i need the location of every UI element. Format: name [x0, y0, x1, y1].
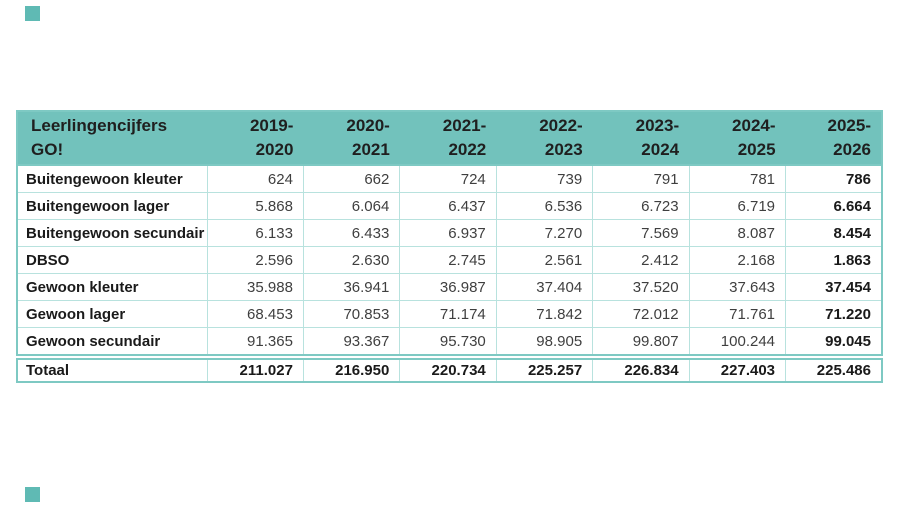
table-title: Leerlingencijfers GO!	[17, 111, 207, 166]
table-row-buitengewoon-lager: Buitengewoon lager 5.868 6.064 6.437 6.5…	[16, 192, 883, 220]
table-cell: 71.220	[785, 300, 883, 328]
table-cell: 100.244	[688, 327, 787, 358]
table-row-dbso: DBSO 2.596 2.630 2.745 2.561 2.412 2.168…	[16, 246, 883, 274]
table-cell: 6.064	[302, 192, 401, 220]
table-cell: 37.520	[592, 273, 690, 301]
table-cell: 36.987	[399, 273, 497, 301]
table-cell: 7.569	[592, 219, 690, 247]
table-cell: 6.723	[592, 192, 690, 220]
total-cell: 226.834	[592, 354, 690, 383]
row-label: Buitengewoon kleuter	[16, 164, 208, 193]
column-header-2023-2024: 2023- 2024	[592, 111, 690, 166]
table-cell: 37.643	[688, 273, 787, 301]
row-label: Gewoon kleuter	[16, 273, 208, 301]
table-cell: 6.536	[495, 192, 594, 220]
total-cell: 225.486	[785, 354, 883, 383]
table-cell: 2.630	[302, 246, 401, 274]
table-cell: 93.367	[302, 327, 401, 358]
table-cell: 6.719	[688, 192, 787, 220]
table-title-line1: Leerlingencijfers	[31, 116, 168, 135]
table-cell: 6.433	[302, 219, 401, 247]
table-cell: 6.437	[399, 192, 497, 220]
table-row-gewoon-lager: Gewoon lager 68.453 70.853 71.174 71.842…	[16, 300, 883, 328]
table-cell: 2.168	[688, 246, 787, 274]
table-cell: 95.730	[399, 327, 497, 358]
total-cell: 220.734	[399, 354, 497, 383]
table-cell: 68.453	[206, 300, 304, 328]
table-cell: 37.454	[785, 273, 883, 301]
table-cell: 6.664	[785, 192, 883, 220]
table-cell: 1.863	[785, 246, 883, 274]
table-cell: 35.988	[206, 273, 304, 301]
row-label: Buitengewoon secundair	[16, 219, 208, 247]
table-cell: 91.365	[206, 327, 304, 358]
total-cell: 227.403	[688, 354, 787, 383]
row-label: Gewoon secundair	[16, 327, 208, 358]
column-header-2021-2022: 2021- 2022	[399, 111, 497, 166]
table-title-line2: GO!	[31, 140, 64, 159]
leerlingencijfers-table: Leerlingencijfers GO! 2019- 2020 2020- 2…	[16, 110, 883, 383]
table-cell: 739	[495, 164, 594, 193]
table-cell: 2.596	[206, 246, 304, 274]
table-cell: 786	[785, 164, 883, 193]
deco-square-bottom	[25, 487, 40, 502]
total-label: Totaal	[16, 354, 208, 383]
table-cell: 624	[206, 164, 304, 193]
table-cell: 98.905	[495, 327, 594, 358]
deco-square-top	[25, 6, 40, 21]
total-cell: 216.950	[302, 354, 401, 383]
table-row-buitengewoon-secundair: Buitengewoon secundair 6.133 6.433 6.937…	[16, 219, 883, 247]
table-cell: 2.561	[495, 246, 594, 274]
table-cell: 71.842	[495, 300, 594, 328]
table-cell: 2.412	[592, 246, 690, 274]
table-cell: 662	[302, 164, 401, 193]
table-cell: 37.404	[495, 273, 594, 301]
table-cell: 724	[399, 164, 497, 193]
table-cell: 72.012	[592, 300, 690, 328]
table-cell: 71.761	[688, 300, 787, 328]
row-label: Gewoon lager	[16, 300, 208, 328]
table-cell: 8.454	[785, 219, 883, 247]
table-cell: 36.941	[302, 273, 401, 301]
column-header-2025-2026: 2025- 2026	[785, 111, 882, 166]
table-cell: 71.174	[399, 300, 497, 328]
table-row-gewoon-kleuter: Gewoon kleuter 35.988 36.941 36.987 37.4…	[16, 273, 883, 301]
table-cell: 781	[688, 164, 787, 193]
table-cell: 99.045	[785, 327, 883, 358]
table-cell: 5.868	[206, 192, 304, 220]
row-label: Buitengewoon lager	[16, 192, 208, 220]
total-cell: 225.257	[495, 354, 594, 383]
table-cell: 6.133	[206, 219, 304, 247]
table-row-gewoon-secundair: Gewoon secundair 91.365 93.367 95.730 98…	[16, 327, 883, 358]
table-cell: 8.087	[688, 219, 787, 247]
table-row-buitengewoon-kleuter: Buitengewoon kleuter 624 662 724 739 791…	[16, 164, 883, 193]
table-cell: 6.937	[399, 219, 497, 247]
table-header-row: Leerlingencijfers GO! 2019- 2020 2020- 2…	[17, 111, 882, 166]
table-cell: 99.807	[592, 327, 690, 358]
total-cell: 211.027	[206, 354, 304, 383]
row-label: DBSO	[16, 246, 208, 274]
column-header-2020-2021: 2020- 2021	[303, 111, 400, 166]
table-row-totaal: Totaal 211.027 216.950 220.734 225.257 2…	[16, 354, 883, 383]
table-cell: 7.270	[495, 219, 594, 247]
column-header-2019-2020: 2019- 2020	[207, 111, 304, 166]
table-cell: 791	[592, 164, 690, 193]
table-cell: 2.745	[399, 246, 497, 274]
column-header-2024-2025: 2024- 2025	[689, 111, 786, 166]
column-header-2022-2023: 2022- 2023	[496, 111, 593, 166]
table-cell: 70.853	[302, 300, 401, 328]
